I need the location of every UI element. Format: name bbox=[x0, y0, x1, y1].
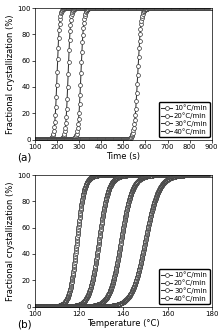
20°C/min bbox=[210, 6, 213, 10]
40°C/min bbox=[54, 138, 56, 142]
40°C/min bbox=[101, 304, 104, 308]
30°C/min bbox=[207, 173, 210, 177]
10°C/min bbox=[100, 6, 103, 10]
10°C/min bbox=[64, 299, 67, 303]
20°C/min bbox=[64, 123, 67, 127]
Legend: 10°C/min, 20°C/min, 30°C/min, 40°C/min: 10°C/min, 20°C/min, 30°C/min, 40°C/min bbox=[159, 269, 210, 304]
40°C/min bbox=[210, 6, 213, 10]
40°C/min bbox=[101, 138, 104, 142]
30°C/min bbox=[210, 6, 213, 10]
Legend: 10°C/min, 20°C/min, 30°C/min, 40°C/min: 10°C/min, 20°C/min, 30°C/min, 40°C/min bbox=[159, 102, 210, 137]
Text: (b): (b) bbox=[17, 320, 32, 330]
10°C/min bbox=[210, 173, 213, 177]
40°C/min bbox=[188, 6, 191, 10]
20°C/min bbox=[188, 6, 191, 10]
20°C/min bbox=[34, 305, 36, 309]
20°C/min bbox=[54, 138, 56, 142]
10°C/min bbox=[188, 6, 191, 10]
10°C/min bbox=[207, 6, 210, 10]
30°C/min bbox=[109, 6, 112, 10]
30°C/min bbox=[130, 6, 133, 10]
20°C/min bbox=[101, 214, 104, 218]
30°C/min bbox=[207, 6, 210, 10]
10°C/min bbox=[101, 6, 104, 10]
10°C/min bbox=[188, 173, 191, 177]
Line: 40°C/min: 40°C/min bbox=[33, 173, 214, 308]
40°C/min bbox=[188, 173, 191, 177]
X-axis label: Temperature (°C): Temperature (°C) bbox=[87, 319, 160, 328]
Line: 10°C/min: 10°C/min bbox=[33, 173, 214, 308]
40°C/min bbox=[64, 138, 67, 142]
20°C/min bbox=[109, 184, 112, 188]
10°C/min bbox=[109, 173, 112, 177]
30°C/min bbox=[34, 138, 36, 142]
20°C/min bbox=[210, 173, 213, 177]
20°C/min bbox=[54, 305, 56, 309]
10°C/min bbox=[54, 304, 56, 308]
40°C/min bbox=[64, 305, 67, 309]
X-axis label: Time (s): Time (s) bbox=[106, 152, 140, 161]
Line: 20°C/min: 20°C/min bbox=[33, 173, 214, 308]
30°C/min bbox=[101, 6, 104, 10]
10°C/min bbox=[34, 305, 36, 309]
30°C/min bbox=[210, 173, 213, 177]
40°C/min bbox=[207, 6, 210, 10]
20°C/min bbox=[188, 173, 191, 177]
30°C/min bbox=[54, 138, 56, 142]
Line: 10°C/min: 10°C/min bbox=[33, 6, 214, 141]
10°C/min bbox=[109, 6, 112, 10]
10°C/min bbox=[54, 115, 56, 119]
Line: 40°C/min: 40°C/min bbox=[33, 6, 214, 141]
40°C/min bbox=[54, 305, 56, 309]
30°C/min bbox=[109, 288, 112, 292]
10°C/min bbox=[101, 173, 104, 177]
40°C/min bbox=[34, 305, 36, 309]
20°C/min bbox=[207, 6, 210, 10]
30°C/min bbox=[188, 173, 191, 177]
10°C/min bbox=[64, 6, 67, 10]
Line: 30°C/min: 30°C/min bbox=[33, 173, 214, 308]
30°C/min bbox=[54, 305, 56, 309]
40°C/min bbox=[34, 138, 36, 142]
30°C/min bbox=[101, 300, 104, 304]
20°C/min bbox=[109, 6, 112, 10]
40°C/min bbox=[109, 304, 112, 308]
30°C/min bbox=[64, 305, 67, 309]
Text: (a): (a) bbox=[17, 153, 31, 163]
30°C/min bbox=[34, 305, 36, 309]
30°C/min bbox=[188, 6, 191, 10]
40°C/min bbox=[109, 138, 112, 142]
20°C/min bbox=[111, 6, 114, 10]
10°C/min bbox=[207, 173, 210, 177]
40°C/min bbox=[210, 173, 213, 177]
10°C/min bbox=[207, 173, 210, 177]
40°C/min bbox=[207, 173, 210, 177]
Y-axis label: Fractional crystallization (%): Fractional crystallization (%) bbox=[6, 181, 15, 301]
40°C/min bbox=[197, 6, 200, 10]
20°C/min bbox=[34, 138, 36, 142]
20°C/min bbox=[101, 6, 104, 10]
Y-axis label: Fractional crystallization (%): Fractional crystallization (%) bbox=[6, 14, 15, 134]
20°C/min bbox=[64, 304, 67, 308]
20°C/min bbox=[207, 173, 210, 177]
30°C/min bbox=[64, 138, 67, 142]
10°C/min bbox=[34, 138, 36, 142]
Line: 20°C/min: 20°C/min bbox=[33, 6, 214, 141]
10°C/min bbox=[210, 6, 213, 10]
Line: 30°C/min: 30°C/min bbox=[33, 6, 214, 141]
